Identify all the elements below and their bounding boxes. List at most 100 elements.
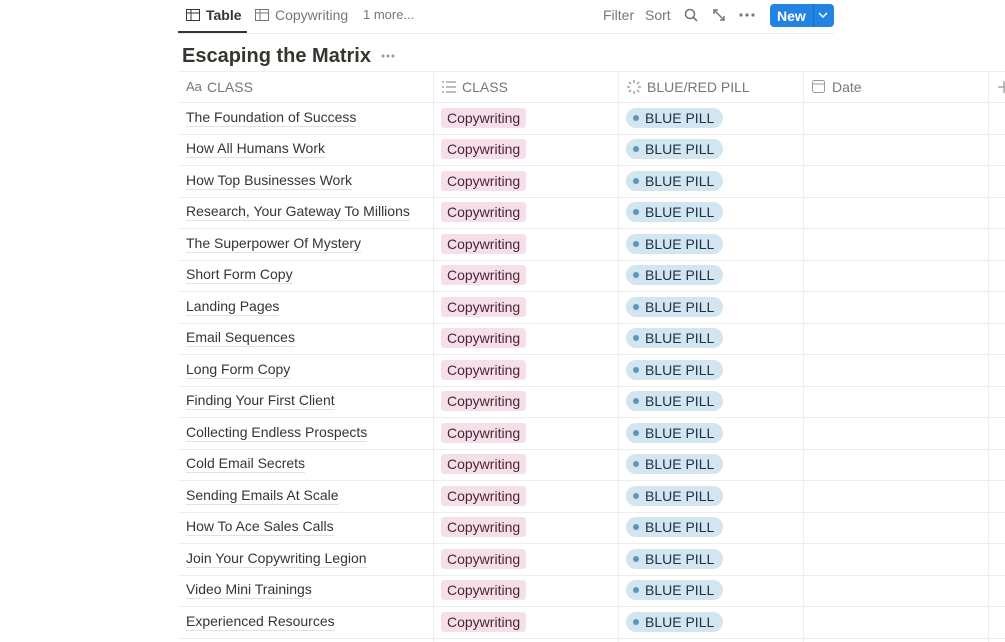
class-tag: Copywriting	[441, 391, 527, 412]
class-tag: Copywriting	[441, 611, 527, 632]
row-border	[178, 165, 1005, 166]
status-dot	[633, 429, 639, 436]
pill-status: BLUE PILL	[626, 359, 724, 380]
class-tag: Copywriting	[441, 265, 527, 286]
more-icon[interactable]	[381, 54, 395, 58]
row-title[interactable]: Research, Your Gateway To Millions	[186, 203, 410, 222]
pill-status: BLUE PILL	[626, 391, 724, 412]
row-border	[178, 511, 1005, 513]
pill-status: BLUE PILL	[626, 485, 724, 506]
column-header[interactable]: Date	[832, 79, 862, 95]
status-dot	[633, 272, 639, 279]
status-dot	[633, 114, 639, 121]
row-border	[178, 480, 1005, 481]
row-title[interactable]: Long Form Copy	[186, 360, 291, 379]
row-title[interactable]: Collecting Endless Prospects	[186, 423, 368, 442]
class-tag: Copywriting	[441, 359, 527, 380]
row-border	[178, 448, 1005, 450]
row-title[interactable]: Email Sequences	[186, 329, 295, 348]
column-header[interactable]: CLASS	[462, 79, 508, 95]
row-border	[178, 574, 1005, 576]
row-title[interactable]: The Foundation of Success	[186, 108, 357, 127]
row-border	[178, 354, 1005, 355]
toolbar-border	[178, 33, 834, 34]
status-dot	[633, 461, 639, 468]
pill-status: BLUE PILL	[626, 611, 724, 632]
status-dot	[633, 335, 639, 342]
pill-status: BLUE PILL	[626, 296, 724, 317]
column-border	[988, 72, 989, 642]
row-border	[178, 417, 1005, 418]
row-title[interactable]: How All Humans Work	[186, 140, 326, 159]
row-border	[178, 259, 1005, 261]
row-title[interactable]: Finding Your First Client	[186, 392, 335, 411]
class-tag: Copywriting	[441, 139, 527, 160]
more-icon[interactable]	[739, 13, 755, 17]
column-border	[803, 72, 804, 642]
new-button[interactable]: New	[770, 4, 834, 27]
table-icon	[255, 9, 269, 21]
row-title[interactable]: Cold Email Secrets	[186, 455, 306, 474]
pill-status: BLUE PILL	[626, 265, 724, 286]
sort-button[interactable]: Sort	[645, 7, 671, 23]
column-border	[618, 72, 619, 642]
status-dot	[633, 524, 639, 531]
tab[interactable]: 1 more...	[363, 7, 415, 22]
row-border	[178, 228, 1005, 229]
class-tag: Copywriting	[441, 296, 527, 317]
column-icon: Aa	[186, 79, 202, 94]
column-border	[433, 72, 434, 642]
status-dot	[633, 303, 639, 310]
status-dot	[633, 209, 639, 216]
pill-status: BLUE PILL	[626, 233, 724, 254]
column-header[interactable]: CLASS	[207, 79, 253, 95]
chevron[interactable]	[818, 12, 828, 19]
expand-icon[interactable]	[712, 8, 726, 22]
add-column-icon[interactable]	[998, 81, 1005, 93]
new-button-label[interactable]: New	[777, 8, 806, 24]
class-tag: Copywriting	[441, 422, 527, 443]
class-tag: Copywriting	[441, 517, 527, 538]
tab-underline	[178, 31, 247, 33]
row-border	[178, 385, 1005, 387]
filter-button[interactable]: Filter	[603, 7, 635, 23]
row-border	[178, 637, 1005, 639]
row-title[interactable]: Sending Emails At Scale	[186, 486, 339, 505]
status-icon	[627, 80, 641, 94]
table-icon	[186, 9, 200, 21]
row-border	[178, 71, 1005, 72]
pill-status: BLUE PILL	[626, 548, 724, 569]
pill-status: BLUE PILL	[626, 422, 724, 443]
divider	[813, 4, 814, 27]
row-title[interactable]: Landing Pages	[186, 297, 280, 316]
row-title[interactable]: Short Form Copy	[186, 266, 293, 285]
class-tag: Copywriting	[441, 328, 527, 349]
status-dot	[633, 618, 639, 625]
row-border	[178, 543, 1005, 544]
row-border	[178, 133, 1005, 135]
row-border	[178, 322, 1005, 324]
row-title[interactable]: How To Ace Sales Calls	[186, 518, 334, 537]
row-title[interactable]: How Top Businesses Work	[186, 171, 352, 190]
pill-status: BLUE PILL	[626, 170, 724, 191]
calendar-icon	[812, 80, 825, 93]
status-dot	[633, 366, 639, 373]
status-dot	[633, 587, 639, 594]
row-title[interactable]: Join Your Copywriting Legion	[186, 549, 367, 568]
column-header[interactable]: BLUE/RED PILL	[647, 79, 750, 95]
pill-status: BLUE PILL	[626, 202, 724, 223]
class-tag: Copywriting	[441, 454, 527, 475]
status-dot	[633, 398, 639, 405]
search-icon[interactable]	[684, 8, 698, 22]
class-tag: Copywriting	[441, 580, 527, 601]
list-icon	[442, 81, 456, 93]
row-title[interactable]: Experienced Resources	[186, 612, 335, 631]
status-dot	[633, 492, 639, 499]
class-tag: Copywriting	[441, 485, 527, 506]
row-title[interactable]: The Superpower Of Mystery	[186, 234, 362, 253]
pill-status: BLUE PILL	[626, 107, 724, 128]
tab[interactable]: Copywriting	[275, 7, 349, 23]
tab[interactable]: Table	[206, 7, 242, 23]
row-title[interactable]: Video Mini Trainings	[186, 581, 312, 600]
